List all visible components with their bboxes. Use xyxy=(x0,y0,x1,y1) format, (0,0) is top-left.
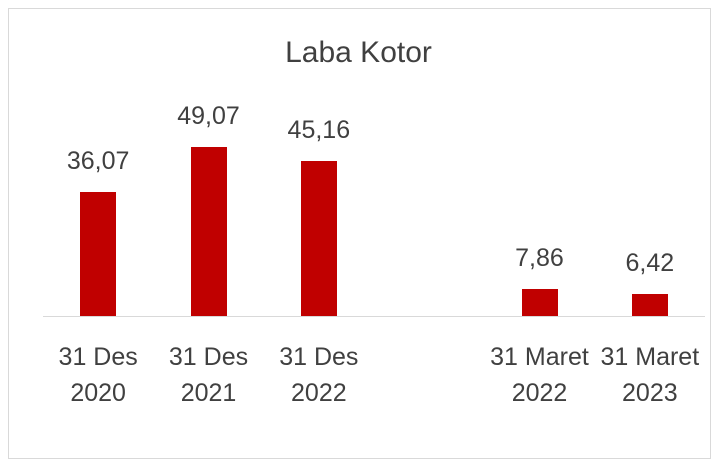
x-tick-label: 31 Maret 2022 xyxy=(490,343,589,407)
chart-frame xyxy=(8,8,711,459)
x-tick-label: 31 Des 2020 xyxy=(58,343,138,407)
data-label: 45,16 xyxy=(287,115,351,144)
x-axis-line xyxy=(43,316,705,317)
bar xyxy=(300,160,337,316)
data-label: 49,07 xyxy=(177,102,240,131)
x-tick-label: 31 Des 2021 xyxy=(168,343,249,407)
x-tick-label: 31 Des 2022 xyxy=(279,343,359,407)
bar xyxy=(80,191,117,316)
bar xyxy=(521,288,558,316)
data-label: 36,07 xyxy=(66,146,130,175)
chart-title: Laba Kotor xyxy=(285,36,432,69)
bar xyxy=(190,147,227,316)
data-label: 6,42 xyxy=(625,248,675,277)
bar xyxy=(631,293,668,316)
x-tick-label: 31 Maret 2023 xyxy=(600,343,700,407)
data-label: 7,86 xyxy=(515,243,564,272)
